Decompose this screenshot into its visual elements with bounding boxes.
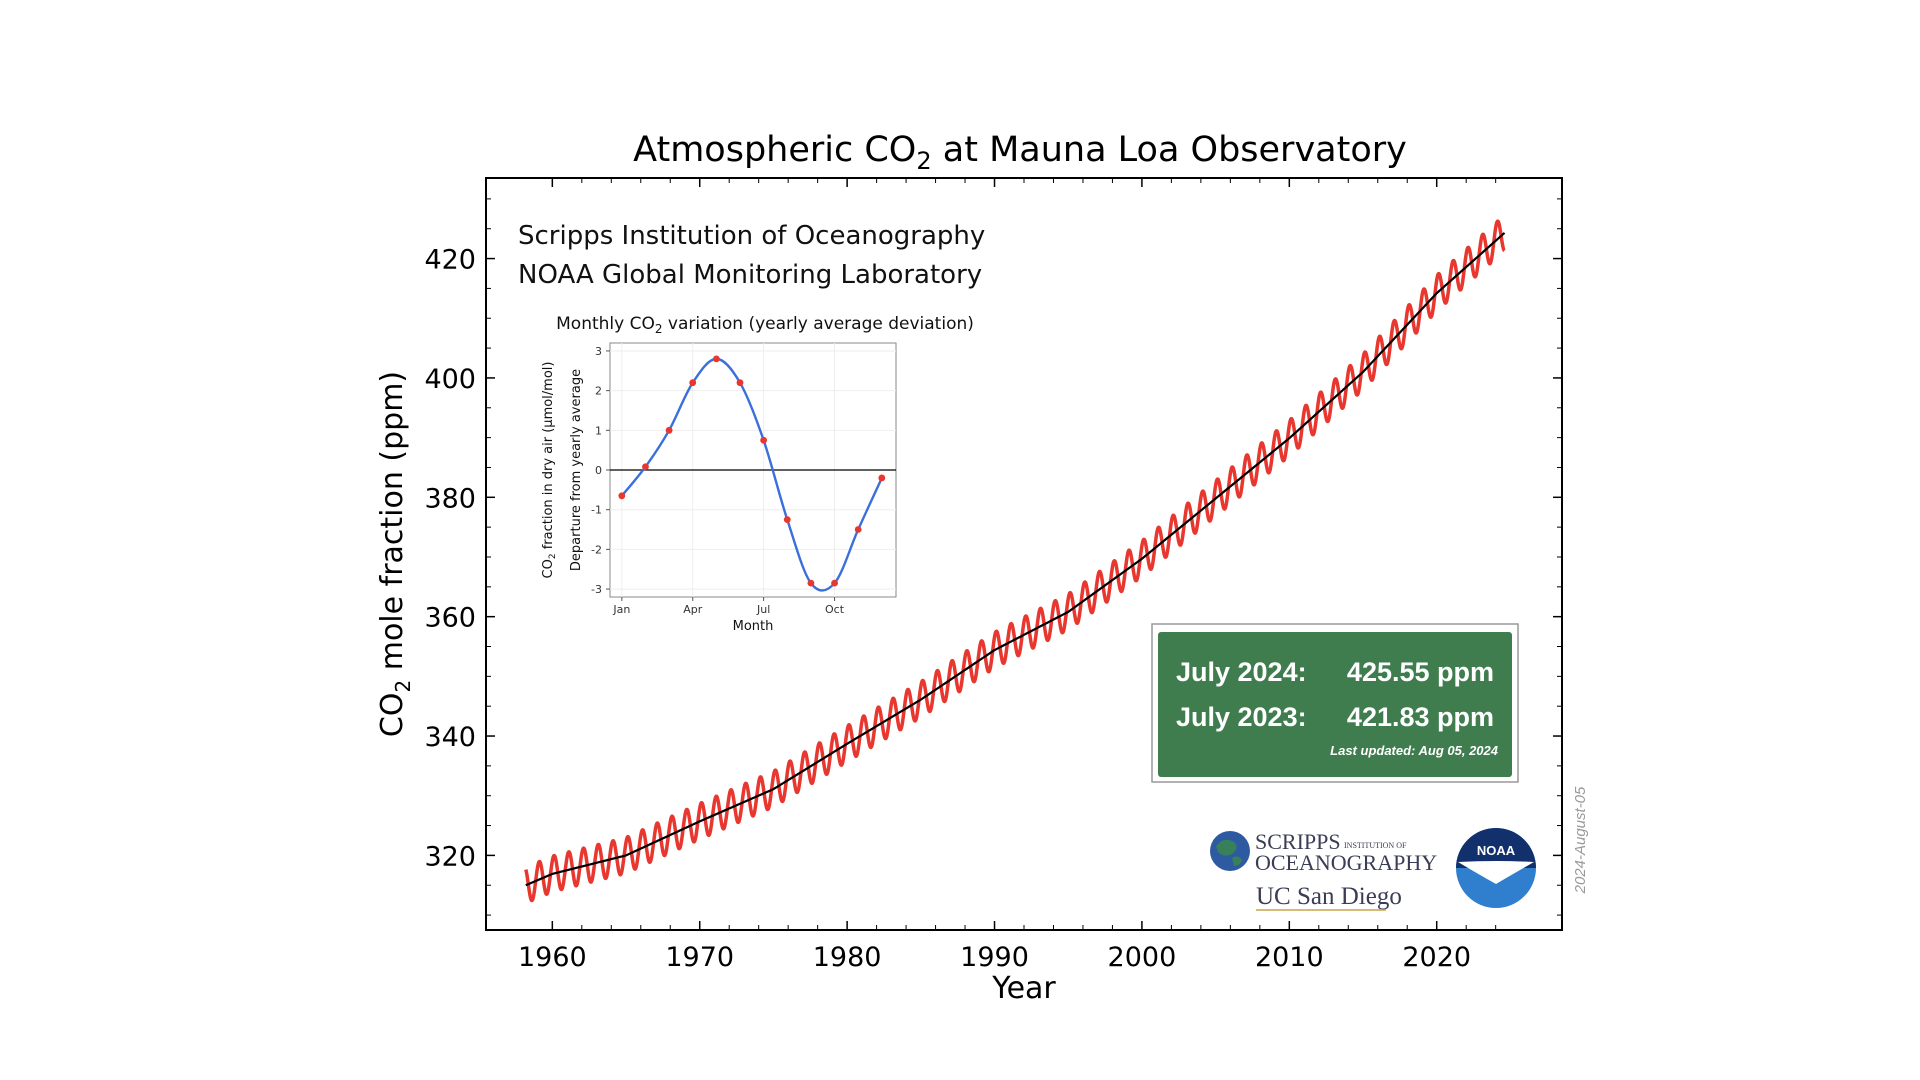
trend-co2-line	[525, 232, 1506, 887]
seasonal-co2-line	[524, 219, 1506, 903]
inset-point	[783, 516, 791, 524]
inset-points	[618, 355, 886, 587]
inset-point	[760, 436, 768, 444]
reading-label-2023: July 2023:	[1176, 702, 1307, 732]
inset-y-label-2: Departure from yearly average	[569, 369, 584, 571]
reading-label-2024: July 2024:	[1176, 657, 1307, 687]
inset-x-tick-label: Jul	[756, 603, 770, 616]
y-tick-label: 380	[424, 483, 476, 514]
y-tick-label: 320	[424, 841, 476, 872]
institution-noaa: NOAA Global Monitoring Laboratory	[518, 260, 982, 290]
inset-point	[665, 426, 673, 434]
x-axis-ticks: 1960 1970 1980 1990 2000 2010 2020	[518, 178, 1497, 973]
y-tick-label: 360	[424, 603, 476, 634]
inset-point	[712, 355, 720, 363]
scripps-logo-text-small: INSTITUTION OF	[1344, 841, 1407, 850]
inset-point	[807, 579, 815, 587]
last-updated: Last updated: Aug 05, 2024	[1330, 743, 1499, 758]
y-tick-label: 400	[424, 364, 476, 395]
inset-y-ticks: 3 2 1 0 -1 -2 -3	[591, 345, 610, 596]
date-stamp: 2024-August-05	[1572, 786, 1589, 894]
inset-y-tick-label: -3	[591, 583, 602, 596]
scripps-logo-text-1: SCRIPPS	[1255, 829, 1341, 854]
inset-chart: Monthly CO2 variation (yearly average de…	[541, 314, 974, 634]
reading-value-2023: 421.83 ppm	[1347, 702, 1494, 732]
inset-point	[878, 474, 886, 482]
y-tick-label: 420	[424, 245, 476, 276]
inset-y-tick-label: 1	[595, 424, 602, 437]
inset-point	[618, 492, 626, 500]
inset-point	[689, 379, 697, 387]
ucsd-logo-text: UC San Diego	[1256, 883, 1402, 910]
scripps-logo: SCRIPPS INSTITUTION OF OCEANOGRAPHY UC S…	[1210, 829, 1437, 911]
scripps-logo-text-2: OCEANOGRAPHY	[1255, 850, 1437, 875]
inset-y-tick-label: 3	[595, 345, 602, 358]
x-tick-label: 1970	[665, 942, 734, 973]
inset-x-label: Month	[733, 619, 774, 634]
y-axis-label: CO2 mole fraction (ppm)	[375, 371, 415, 737]
inset-y-label-1: CO2 fraction in dry air (µmol/mol)	[541, 362, 558, 579]
inset-point	[854, 526, 862, 533]
inset-x-tick-label: Jan	[612, 603, 630, 616]
x-tick-label: 2000	[1108, 942, 1177, 973]
y-tick-label: 340	[424, 722, 476, 753]
x-tick-label: 1980	[813, 942, 882, 973]
inset-x-ticks: Jan Apr Jul Oct	[612, 597, 845, 616]
x-tick-label: 2020	[1402, 942, 1471, 973]
inset-x-tick-label: Apr	[683, 603, 703, 616]
inset-point	[831, 579, 838, 587]
inset-y-tick-label: 2	[595, 385, 602, 398]
readings-box-fill	[1158, 632, 1512, 777]
chart-title: Atmospheric CO2 at Mauna Loa Observatory	[633, 130, 1407, 175]
reading-value-2024: 425.55 ppm	[1347, 657, 1494, 687]
inset-x-tick-label: Oct	[825, 603, 845, 616]
inset-point	[736, 379, 744, 387]
readings-box: July 2024: 425.55 ppm July 2023: 421.83 …	[1151, 623, 1519, 783]
x-tick-label: 2010	[1255, 942, 1324, 973]
noaa-logo: NOAA	[1456, 828, 1536, 908]
inset-title: Monthly CO2 variation (yearly average de…	[556, 314, 974, 336]
inset-y-tick-label: -1	[591, 504, 602, 517]
noaa-logo-text: NOAA	[1477, 843, 1516, 858]
inset-y-tick-label: -2	[591, 543, 602, 556]
x-tick-label: 1960	[518, 942, 587, 973]
inset-y-tick-label: 0	[595, 464, 602, 477]
x-axis-label: Year	[991, 971, 1056, 1006]
institution-scripps: Scripps Institution of Oceanography	[518, 221, 985, 251]
x-tick-label: 1990	[960, 942, 1029, 973]
inset-point	[642, 463, 649, 471]
